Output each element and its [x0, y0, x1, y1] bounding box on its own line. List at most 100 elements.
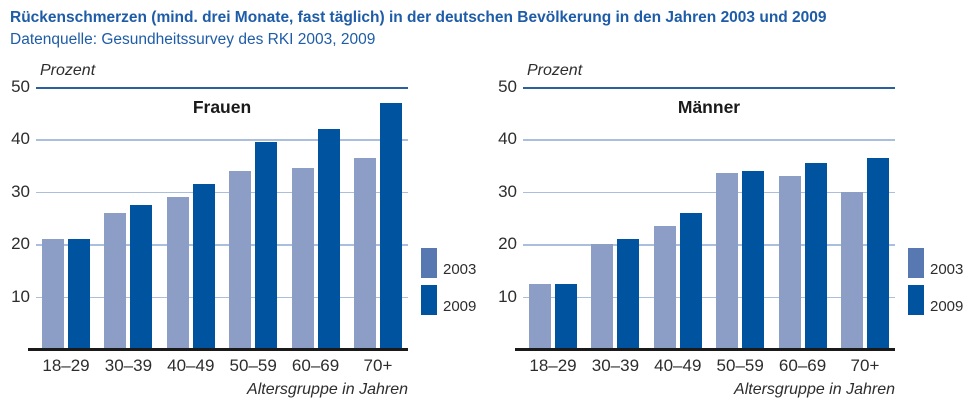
gridline-40 [523, 139, 895, 141]
gridline-10 [523, 296, 895, 299]
legend: 2003 2009 [908, 248, 963, 315]
legend-item-2009: 2009 [908, 285, 963, 315]
bar-group-18–29 [529, 87, 577, 349]
legend-swatch-2009 [908, 285, 924, 315]
gridline-30 [523, 191, 895, 194]
x-axis-title: Altersgruppe in Jahren [247, 381, 408, 398]
bar-2003-50–59 [229, 170, 252, 349]
legend-swatch-2003 [421, 248, 437, 278]
figure-source: Datenquelle: Gesundheitssurvey des RKI 2… [10, 31, 376, 49]
bar-2003-60–69 [291, 168, 314, 349]
bar-2009-30–39 [617, 238, 640, 349]
y-tick-50: 50 [11, 77, 30, 96]
x-tick-18–29: 18–29 [529, 356, 577, 375]
legend-item-2003: 2003 [908, 248, 963, 278]
x-axis-labels: 18–29 30–39 40–49 50–59 60–69 70+ [36, 356, 408, 376]
x-tick-60–69: 60–69 [778, 356, 827, 375]
x-tick-70+: 70+ [850, 356, 880, 375]
bar-2003-50–59 [716, 173, 739, 349]
legend-swatch-2009 [421, 285, 437, 315]
y-axis-title: Prozent [527, 62, 583, 79]
bars [36, 87, 408, 349]
x-axis-line [28, 348, 408, 351]
gridline-50 [36, 87, 408, 89]
legend-label-2009: 2009 [930, 298, 964, 315]
bar-group-70+ [353, 87, 402, 349]
x-tick-50–59: 50–59 [716, 356, 764, 375]
bar-group-30–39 [104, 87, 153, 349]
bar-group-40–49 [653, 87, 702, 349]
bar-group-40–49 [166, 87, 215, 349]
y-tick-30: 30 [11, 181, 30, 201]
bar-group-70+ [840, 87, 889, 349]
legend: 2003 2009 [421, 248, 476, 315]
gridline-10 [36, 296, 408, 299]
bar-2003-70+ [840, 191, 863, 349]
y-tick-20: 20 [11, 234, 30, 254]
y-axis-title: Prozent [40, 62, 96, 79]
y-tick-10: 10 [498, 286, 517, 306]
bar-2009-70+ [866, 157, 889, 349]
y-tick-50: 50 [498, 77, 517, 96]
x-axis-labels: 18–29 30–39 40–49 50–59 60–69 70+ [523, 356, 895, 376]
legend-label-2003: 2003 [443, 261, 477, 278]
legend-item-2003: 2003 [421, 248, 476, 278]
bar-2003-70+ [353, 157, 376, 349]
x-tick-18–29: 18–29 [42, 356, 90, 375]
x-tick-30–39: 30–39 [104, 356, 153, 375]
x-axis-line [515, 348, 895, 351]
bar-2009-30–39 [130, 204, 153, 349]
gridline-40 [36, 139, 408, 141]
gridline-20 [523, 244, 895, 246]
legend-swatch-2003 [908, 248, 924, 278]
x-tick-60–69: 60–69 [291, 356, 340, 375]
chart-title: Männer [677, 97, 741, 117]
bar-2003-60–69 [778, 176, 801, 349]
bar-2003-40–49 [653, 225, 676, 349]
bar-2009-18–29 [555, 283, 577, 349]
x-axis-title: Altersgruppe in Jahren [734, 381, 895, 398]
bar-group-50–59 [229, 87, 278, 349]
bar-group-30–39 [591, 87, 640, 349]
bar-2003-40–49 [166, 197, 189, 349]
y-axis-ticks: 50 40 30 20 10 [0, 77, 30, 349]
plot-area: Männer [515, 87, 895, 351]
bar-2003-30–39 [104, 212, 127, 349]
legend-label-2009: 2009 [443, 298, 477, 315]
bar-group-50–59 [716, 87, 765, 349]
x-tick-70+: 70+ [363, 356, 393, 375]
y-tick-20: 20 [498, 234, 517, 254]
y-tick-10: 10 [11, 286, 30, 306]
bar-2009-40–49 [192, 183, 215, 349]
bar-group-18–29 [42, 87, 90, 349]
y-axis-ticks: 50 40 30 20 10 [487, 77, 517, 349]
x-tick-40–49: 40–49 [167, 356, 215, 375]
bar-2009-70+ [379, 102, 402, 349]
chart-title: Frauen [192, 97, 252, 117]
gridline-50 [523, 87, 895, 89]
gridline-30 [36, 191, 408, 194]
chart-panel-frauen: Prozent 50 40 30 20 10 Frauen 18–29 30–39 40–4… [0, 60, 486, 411]
legend-item-2009: 2009 [421, 285, 476, 315]
bar-2009-18–29 [68, 238, 90, 349]
bars [523, 87, 895, 349]
chart-panel-maenner: Prozent 50 40 30 20 10 Männer 18–29 30–39 40–4… [487, 60, 973, 411]
legend-label-2003: 2003 [930, 261, 964, 278]
bar-group-60–69 [778, 87, 827, 349]
bar-2009-60–69 [317, 128, 340, 349]
figure-header: Rückenschmerzen (mind. drei Monate, fast… [10, 8, 960, 49]
x-tick-40–49: 40–49 [654, 356, 702, 375]
bar-group-60–69 [291, 87, 340, 349]
bar-2003-18–29 [42, 238, 64, 349]
y-tick-40: 40 [11, 129, 30, 149]
y-tick-40: 40 [498, 129, 517, 149]
plot-area: Frauen [28, 87, 408, 351]
bar-2003-18–29 [529, 283, 551, 349]
bar-2009-50–59 [742, 170, 765, 349]
figure-title: Rückenschmerzen (mind. drei Monate, fast… [10, 9, 827, 26]
bar-2009-60–69 [804, 162, 827, 349]
x-tick-50–59: 50–59 [229, 356, 277, 375]
x-tick-30–39: 30–39 [591, 356, 640, 375]
gridline-20 [36, 244, 408, 246]
y-tick-30: 30 [498, 181, 517, 201]
